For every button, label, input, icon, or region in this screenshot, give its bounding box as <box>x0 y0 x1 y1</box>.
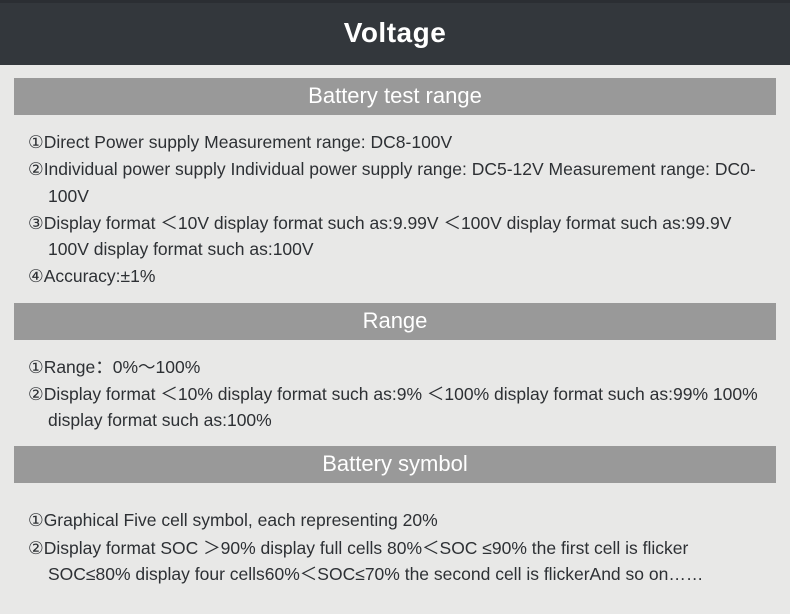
spec-item: ①Graphical Five cell symbol, each repres… <box>28 507 762 533</box>
spec-item: ②Display format SOC ＞90% display full ce… <box>28 535 762 588</box>
spec-item: ②Display format ＜10% display format such… <box>28 381 762 434</box>
section-header-range: Range <box>14 303 776 340</box>
spec-item: ①Range：0%～100% <box>28 354 762 380</box>
section-content-range: ①Range：0%～100% ②Display format ＜10% disp… <box>0 340 790 447</box>
spec-item: ①Direct Power supply Measurement range: … <box>28 129 762 155</box>
section-header-battery-symbol: Battery symbol <box>14 446 776 483</box>
section-content-battery-test-range: ①Direct Power supply Measurement range: … <box>0 115 790 303</box>
page-title: Voltage <box>0 3 790 65</box>
spec-item: ③Display format ＜10V display format such… <box>28 210 762 263</box>
section-content-battery-symbol: ①Graphical Five cell symbol, each repres… <box>0 483 790 600</box>
spec-item: ④Accuracy:±1% <box>28 263 762 289</box>
section-header-battery-test-range: Battery test range <box>14 78 776 115</box>
spec-item: ②Individual power supply Individual powe… <box>28 156 762 209</box>
